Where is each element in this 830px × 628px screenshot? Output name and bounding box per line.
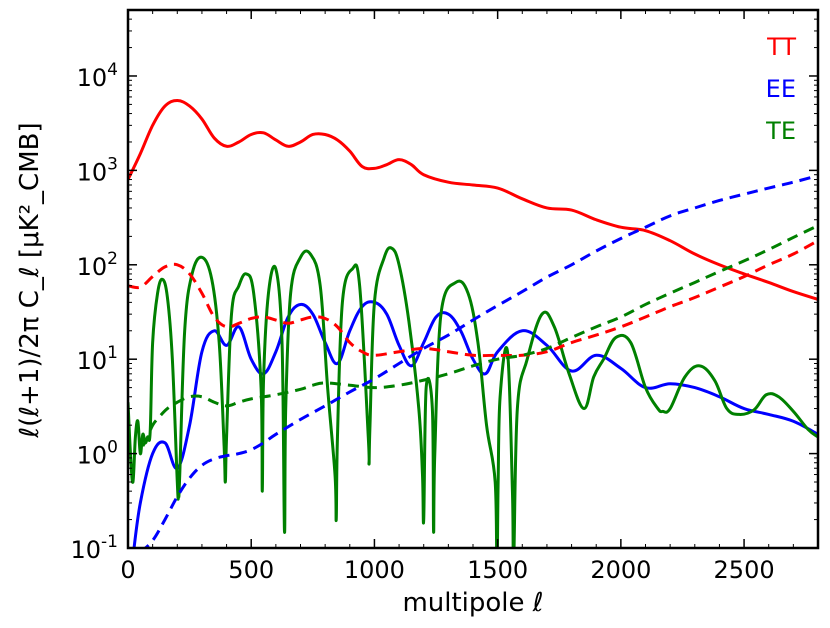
series-line-ee-noise xyxy=(143,174,818,548)
x-tick-label: 0 xyxy=(120,556,135,584)
legend-entry-ee: EE xyxy=(766,75,796,103)
y-ticks-layer: 10-1 100 101 102 103 104 xyxy=(71,9,818,564)
y-tick-label: 103 xyxy=(77,154,118,186)
x-ticks-layer: 0 500 1000 1500 2000 2500 xyxy=(120,10,794,584)
y-tick-label: 101 xyxy=(77,343,118,375)
legend: TT EE TE xyxy=(765,33,796,145)
y-tick-label: 10-1 xyxy=(71,532,119,564)
legend-entry-te: TE xyxy=(765,117,796,145)
x-axis-title: multipole ℓ xyxy=(402,588,543,618)
series-line-tt-noise xyxy=(128,239,818,358)
series-line-tt xyxy=(128,99,818,301)
series-line-te-noise xyxy=(141,224,818,447)
y-tick-label: 104 xyxy=(77,60,118,92)
x-tick-label: 2000 xyxy=(590,556,651,584)
x-tick-label: 1500 xyxy=(467,556,528,584)
x-tick-label: 500 xyxy=(228,556,274,584)
legend-entry-tt: TT xyxy=(766,33,796,61)
x-tick-label: 1000 xyxy=(344,556,405,584)
x-tick-label: 2500 xyxy=(714,556,775,584)
series-line-ee xyxy=(132,300,818,548)
y-axis-title: ℓ(ℓ+1)/2π C_ℓ [μK²_CMB] xyxy=(15,122,45,438)
y-tick-label: 102 xyxy=(77,249,118,281)
y-tick-label: 100 xyxy=(77,438,118,470)
series-layer xyxy=(128,99,818,548)
